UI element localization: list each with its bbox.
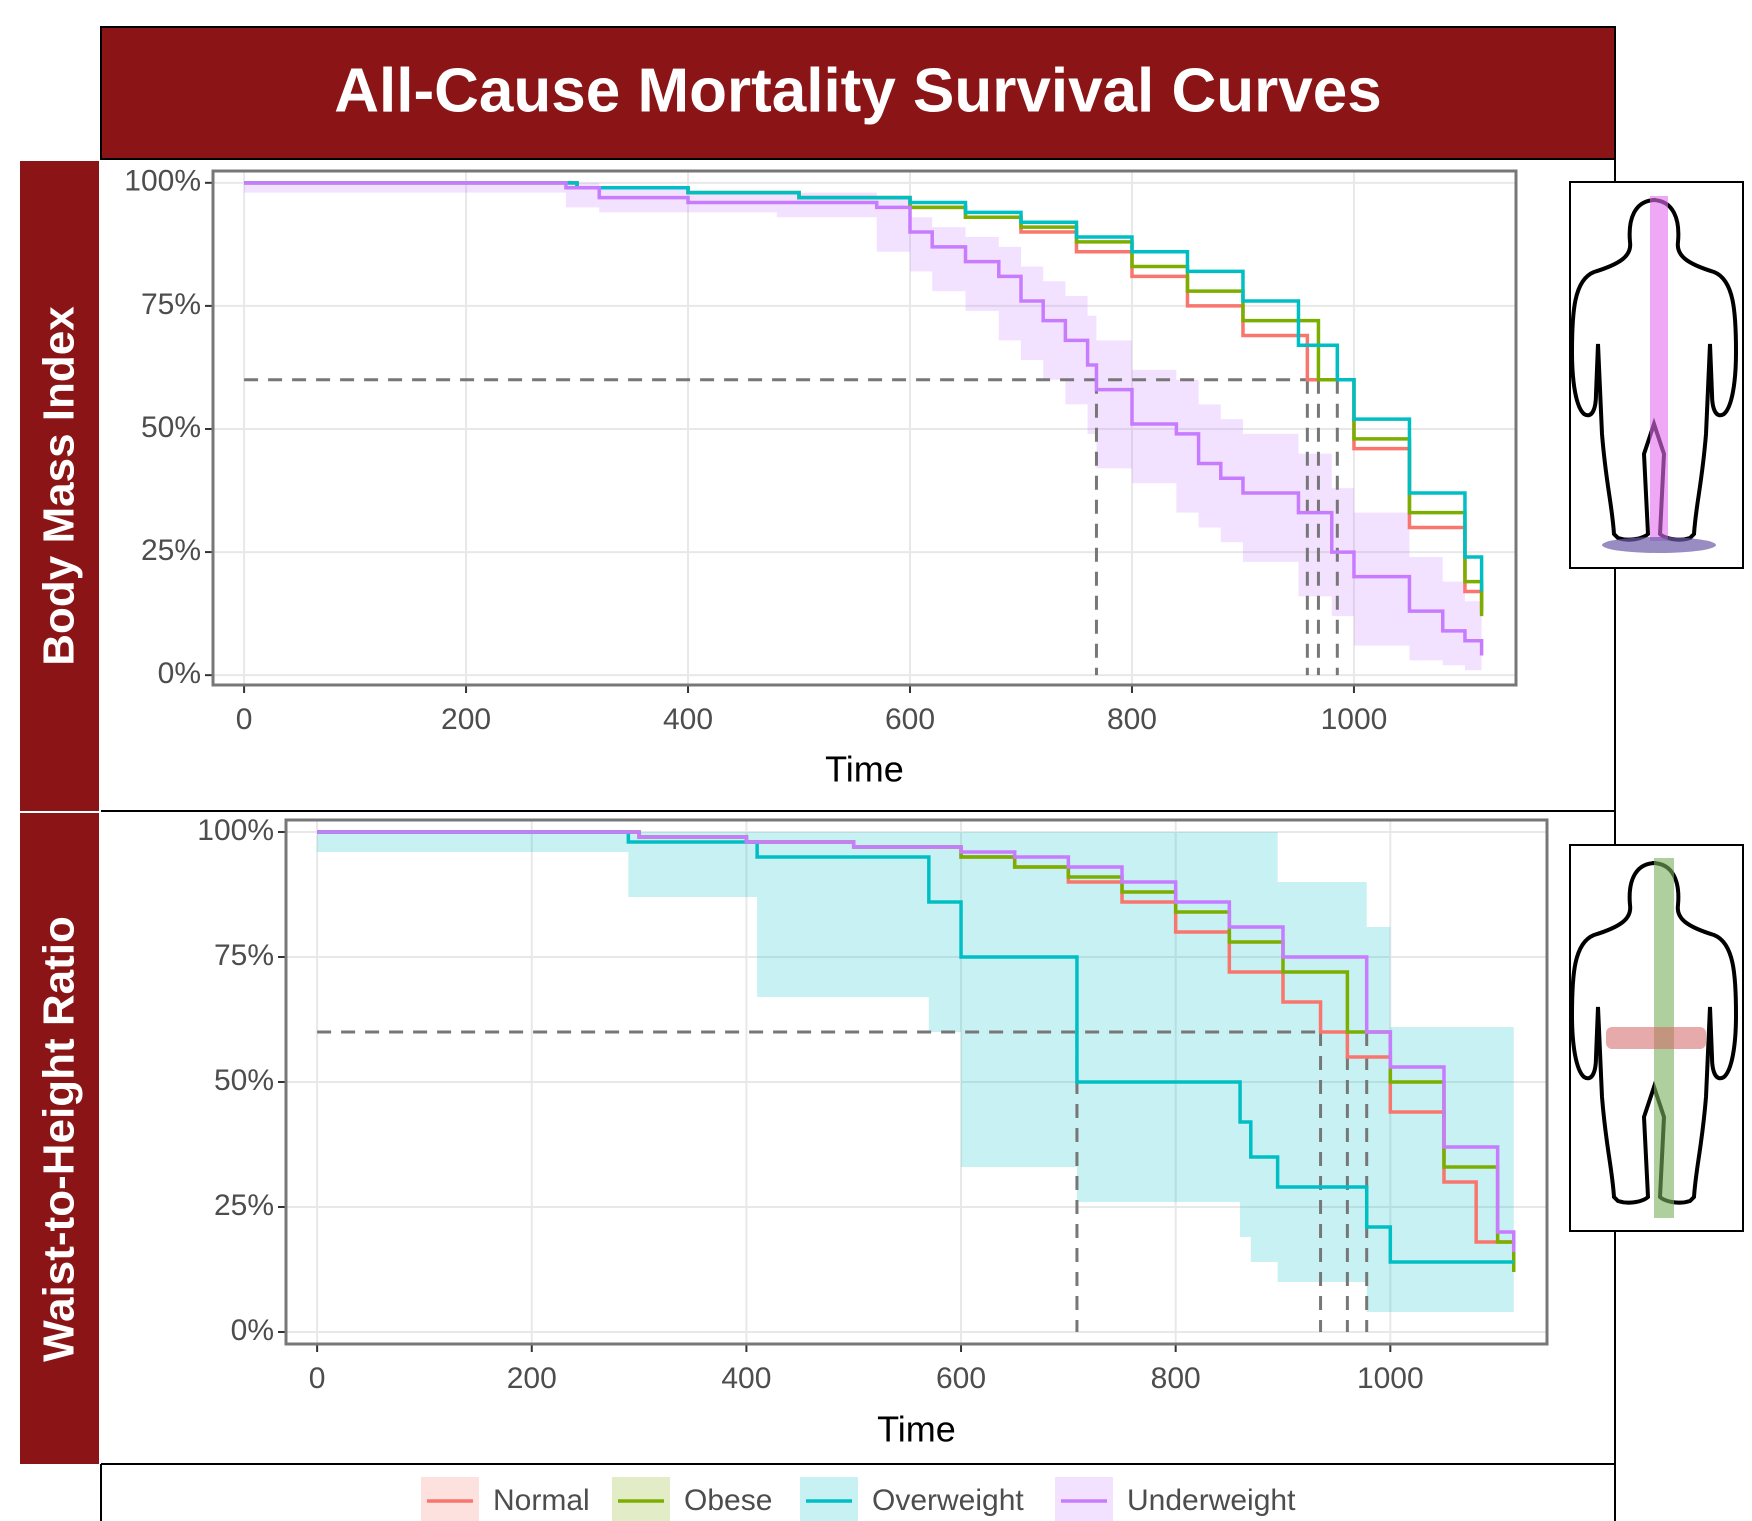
- x-tick-label: 400: [721, 1362, 771, 1395]
- legend-key: [612, 1477, 670, 1521]
- y-tick-label: 50%: [141, 411, 201, 444]
- y-tick-label: 0%: [158, 657, 201, 690]
- figure: All-Cause Mortality Survival Curves Body…: [0, 0, 1752, 1521]
- x-tick-label: 600: [885, 703, 935, 736]
- legend-label: Obese: [684, 1484, 772, 1517]
- x-tick-label: 0: [309, 1362, 326, 1395]
- title: All-Cause Mortality Survival Curves: [334, 56, 1381, 125]
- legend-label: Normal: [493, 1484, 590, 1517]
- x-tick-label: 0: [236, 703, 253, 736]
- y-tick-label: 100%: [124, 165, 201, 198]
- legend-key: [800, 1477, 858, 1521]
- legend-key: [421, 1477, 479, 1521]
- y-tick-label: 75%: [214, 939, 274, 972]
- x-tick-label: 400: [663, 703, 713, 736]
- x-axis-title: Time: [877, 1409, 956, 1450]
- legend-key: [1055, 1477, 1113, 1521]
- y-tick-label: 25%: [214, 1189, 274, 1222]
- y-tick-label: 25%: [141, 534, 201, 567]
- panel-label: Body Mass Index: [35, 306, 84, 666]
- x-tick-label: 800: [1151, 1362, 1201, 1395]
- x-tick-label: 800: [1107, 703, 1157, 736]
- x-tick-label: 1000: [1321, 703, 1388, 736]
- legend-label: Overweight: [872, 1484, 1024, 1517]
- legend-label: Underweight: [1127, 1484, 1296, 1517]
- x-tick-label: 200: [507, 1362, 557, 1395]
- body-icon: [1570, 182, 1743, 1231]
- panel-label: Waist-to-Height Ratio: [35, 916, 84, 1362]
- x-tick-label: 200: [441, 703, 491, 736]
- y-tick-label: 50%: [214, 1064, 274, 1097]
- y-tick-label: 0%: [231, 1314, 274, 1347]
- y-tick-label: 75%: [141, 288, 201, 321]
- x-tick-label: 600: [936, 1362, 986, 1395]
- x-tick-label: 1000: [1357, 1362, 1424, 1395]
- y-tick-label: 100%: [197, 814, 274, 847]
- x-axis-title: Time: [825, 749, 904, 790]
